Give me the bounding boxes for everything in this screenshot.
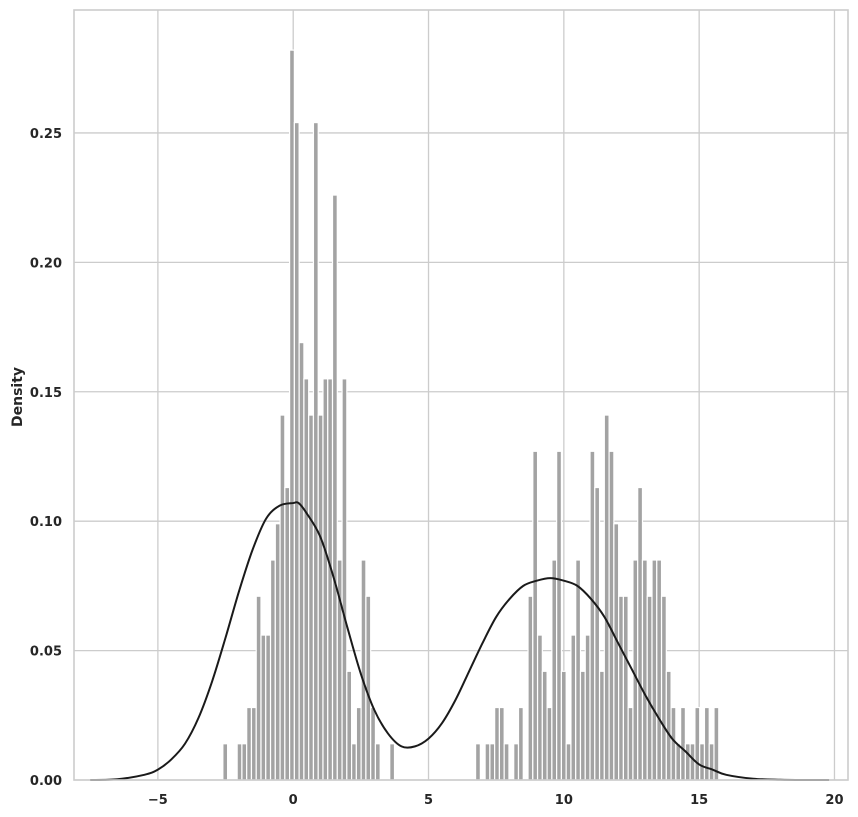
histogram-bar [694,706,701,781]
histogram-bar [527,595,534,781]
histogram-bar [575,559,582,781]
histogram-bars [222,49,720,781]
histogram-bar [603,414,610,781]
histogram-bar [474,743,481,781]
histogram-bar [589,450,596,781]
histogram-bar [289,49,295,781]
histogram-bar [489,743,496,781]
histogram-bar [241,743,248,781]
histogram-bar [560,670,567,781]
histogram-bar [532,450,539,781]
histogram-bar [350,743,357,781]
x-tick-label: 0 [289,793,298,808]
y-tick-labels: 0.00 0.05 0.10 0.15 0.20 0.25 [30,127,62,789]
y-tick-label: 0.05 [30,645,62,660]
histogram-bar [613,523,620,781]
histogram-bar [708,743,715,781]
y-tick-label: 0.15 [30,386,62,401]
histogram-bar [346,670,353,781]
y-axis-label: Density [10,367,26,427]
histogram-bar [689,743,696,781]
histogram-bar [594,486,601,781]
histogram-bar [579,670,586,781]
histogram-bar [236,743,243,781]
y-tick-label: 0.10 [30,515,62,530]
histogram-bar [494,706,501,781]
histogram-bar [641,559,648,781]
histogram-bar [484,743,491,781]
histogram-bar [355,706,362,781]
x-tick-label: 10 [555,793,573,808]
histogram-bar [255,595,262,781]
histogram-bar [250,706,257,781]
plot-frame [73,9,849,781]
histogram-bar [713,706,720,781]
kde-curve-group [90,501,830,782]
histogram-bar [570,634,577,781]
histogram-bar [322,378,329,781]
kde-curve [90,501,830,782]
y-tick-label: 0.25 [30,127,62,142]
histogram-bar [684,743,691,781]
histogram-bar [222,743,229,781]
histogram-bar [670,706,677,781]
histogram-bar [627,706,634,781]
histogram-bar [513,743,520,781]
x-tick-label: 5 [424,793,433,808]
histogram-bar [341,378,348,781]
y-tick-label: 0.20 [30,256,62,271]
histogram-bar [551,559,558,781]
histogram-bar [651,559,658,781]
histogram-bar [608,450,615,781]
histogram-bar [265,634,272,781]
histogram-bar [675,743,682,781]
histogram-bar [498,706,505,781]
histogram-bar [646,595,653,781]
gridlines [74,10,848,781]
histogram-bar [584,634,591,781]
plot-border [73,9,849,781]
histogram-bar [656,559,663,781]
histogram-bar [293,121,300,781]
x-tick-labels: −5 0 5 10 15 20 [148,793,844,808]
histogram-bar [312,121,319,781]
histogram-bar [317,414,324,781]
histogram-bar [370,706,377,781]
histogram-bar [546,706,553,781]
histogram-bar [360,559,367,781]
histogram-bar [632,559,639,781]
histogram-bar [269,559,276,781]
histogram-bar [541,670,548,781]
histogram-bar [298,341,305,781]
histogram-bar [660,595,667,781]
histogram-bar [622,595,629,781]
histogram-bar [517,706,524,781]
histogram-bar [331,194,338,781]
histogram-bar [274,523,281,781]
histogram-bar [618,595,624,781]
histogram-bar [665,670,672,781]
histogram-bar [303,378,310,781]
histogram-bar [598,670,605,781]
histogram-bar [680,706,686,781]
x-tick-label: 15 [690,793,708,808]
histogram-bar [565,743,572,781]
histogram-bar [308,414,315,781]
histogram-bar [637,486,644,781]
x-tick-label: 20 [825,793,843,808]
y-tick-label: 0.00 [30,774,62,789]
x-tick-label: −5 [148,793,168,808]
histogram-bar [284,486,291,781]
histogram-bar [246,706,253,781]
histogram-bar [279,414,286,781]
histogram-bar [536,634,543,781]
histogram-bar [389,743,396,781]
histogram-bar [327,378,334,781]
histogram-bar [699,743,706,781]
histogram-bar [503,743,510,781]
histogram-bar [556,450,563,781]
histogram-bar [374,743,381,781]
histogram-bar [260,634,267,781]
